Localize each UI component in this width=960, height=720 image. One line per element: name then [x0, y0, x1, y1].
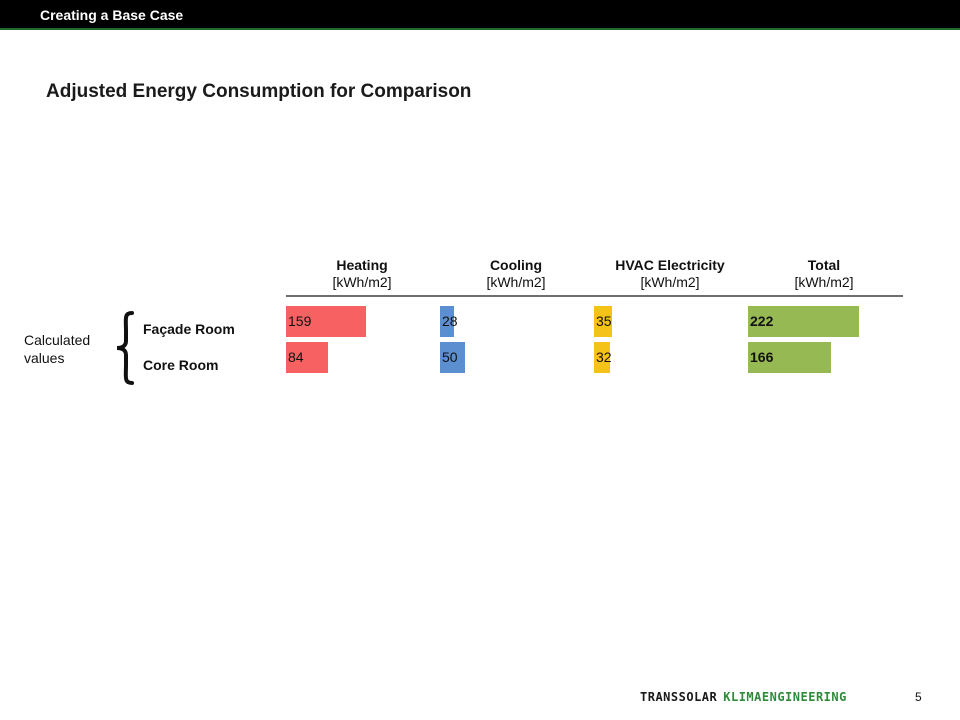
column-title-heating: Heating: [336, 257, 388, 273]
value-hvac-electricity-facade-room: 35: [596, 313, 612, 329]
value-total-facade-room: 222: [750, 313, 774, 329]
bar-cooling-core-room: [440, 342, 465, 373]
column-unit-total: [kWh/m2]: [794, 274, 854, 290]
value-cooling-core-room: 50: [442, 349, 458, 365]
bar-heating-facade-room: [286, 306, 366, 337]
value-hvac-electricity-core-room: 32: [596, 349, 612, 365]
calculated-values-line2: values: [24, 350, 65, 366]
section-title: Creating a Base Case: [40, 7, 184, 23]
bar-heating-core-room: [286, 342, 328, 373]
bar-total-core-room: [748, 342, 831, 373]
bar-total-facade-room: [748, 306, 859, 337]
calculated-values-label: Calculated values: [24, 331, 114, 367]
row-label-facade-room: Façade Room: [143, 321, 235, 337]
column-title-cooling: Cooling: [489, 257, 543, 273]
header-bar: Creating a Base Case: [0, 0, 960, 30]
page-number: 5: [915, 690, 922, 704]
brand-transsolar: TRANSSOLAR: [640, 690, 718, 704]
bar-hvac-electricity-facade-room: [594, 306, 612, 337]
column-unit-cooling: [kWh/m2]: [486, 274, 546, 290]
column-unit-heating: [kWh/m2]: [332, 274, 392, 290]
column-header-cooling: Cooling [kWh/m2]: [456, 257, 576, 291]
calculated-values-line1: Calculated: [24, 332, 91, 348]
column-unit-hvac-electricity: [kWh/m2]: [640, 274, 700, 290]
footer-brand: TRANSSOLAR KLIMAENGINEERING: [640, 690, 847, 704]
value-heating-core-room: 84: [288, 349, 304, 365]
column-title-hvac-electricity: HVAC Electricity: [615, 257, 725, 273]
column-header-total: Total [kWh/m2]: [764, 257, 884, 291]
bar-hvac-electricity-core-room: [594, 342, 610, 373]
column-title-total: Total: [807, 257, 841, 273]
curly-brace-icon: [116, 311, 134, 385]
column-header-hvac-electricity: HVAC Electricity [kWh/m2]: [600, 257, 740, 291]
bar-cooling-facade-room: [440, 306, 454, 337]
value-heating-facade-room: 159: [288, 313, 312, 329]
value-total-core-room: 166: [750, 349, 774, 365]
value-cooling-facade-room: 28: [442, 313, 458, 329]
row-label-core-room: Core Room: [143, 357, 219, 373]
brand-klimaengineering: KLIMAENGINEERING: [723, 690, 847, 704]
column-header-heating: Heating [kWh/m2]: [302, 257, 422, 291]
page-title: Adjusted Energy Consumption for Comparis…: [46, 81, 472, 102]
header-divider: [286, 295, 903, 297]
